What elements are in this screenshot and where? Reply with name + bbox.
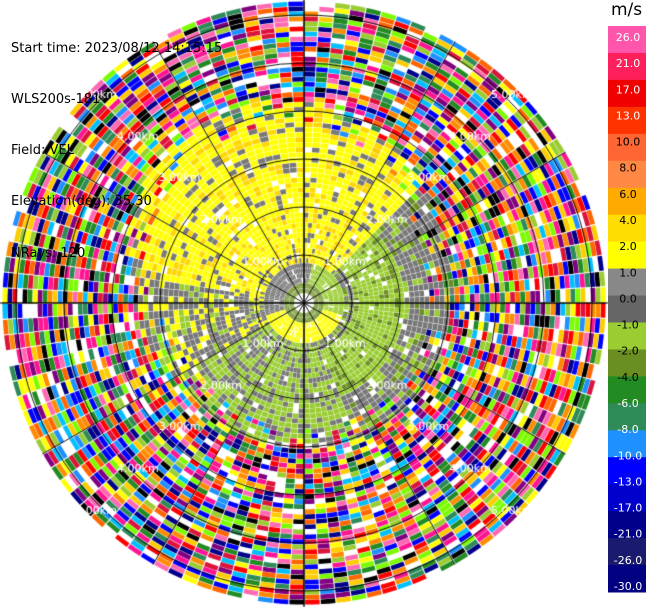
colorbar-swatch <box>608 133 646 162</box>
start-time-label: Start time: 2023/08/12 14:15:15 <box>11 41 223 56</box>
colorbar-tick-label: 2.0 <box>619 240 637 253</box>
colorbar-swatch <box>608 484 646 512</box>
instrument-label: WLS200s-181 <box>11 92 101 107</box>
field-label: Field: VEL <box>11 143 74 158</box>
colorbar-tick-label: -21.0 <box>614 528 642 541</box>
colorbar-swatch <box>608 430 646 458</box>
colorbar-swatch <box>608 106 646 135</box>
colorbar-swatch <box>608 214 646 243</box>
colorbar-svg: 26.0 21.0 17.0 13.0 10.0 8.0 6.0 4.0 2.0 1.0 0.0 -1… <box>608 26 646 593</box>
colorbar-unit: m/s <box>611 0 643 20</box>
colorbar-swatch <box>608 79 646 108</box>
colorbar-swatch <box>608 187 646 216</box>
colorbar-swatch <box>608 322 646 350</box>
colorbar-tick-label: 10.0 <box>616 136 641 149</box>
colorbar-tick-label: -4.0 <box>617 371 638 384</box>
nrays-label: NRays: 120 <box>11 246 86 261</box>
colorbar-tick-label: -2.0 <box>617 345 638 358</box>
colorbar-swatch <box>608 565 646 593</box>
colorbar-tick-label: 21.0 <box>616 57 641 70</box>
colorbar-tick-label: -8.0 <box>617 423 638 436</box>
colorbar-tick-label: 17.0 <box>616 83 641 96</box>
colorbar-tick-label: 13.0 <box>616 109 641 122</box>
colorbar-swatch <box>608 241 646 270</box>
colorbar-swatch <box>608 349 646 377</box>
colorbar-tick-label: -10.0 <box>614 449 642 462</box>
colorbar-swatch <box>608 538 646 566</box>
colorbar-tick-label: 1.0 <box>619 266 637 279</box>
colorbar-tick-label: -30.0 <box>614 580 642 593</box>
colorbar-swatch <box>608 26 646 54</box>
colorbar-tick-label: 8.0 <box>619 162 637 175</box>
colorbar-swatch <box>608 268 646 297</box>
colorbar-tick-label: -1.0 <box>617 319 638 332</box>
colorbar-tick-label: -6.0 <box>617 397 638 410</box>
colorbar-tick-label: 0.0 <box>619 292 637 305</box>
scan-info-panel: Start time: 2023/08/12 14:15:15 WLS200s-… <box>11 6 222 279</box>
colorbar-tick-label: 4.0 <box>619 214 637 227</box>
colorbar-tick-label: 6.0 <box>619 188 637 201</box>
velocity-colorbar: 26.0 21.0 17.0 13.0 10.0 8.0 6.0 4.0 2.0 1.0 0.0 -1… <box>608 24 646 597</box>
colorbar-swatch <box>608 160 646 189</box>
colorbar-tick-label: -17.0 <box>614 502 642 515</box>
colorbar-tick-label: -26.0 <box>614 554 642 567</box>
colorbar-swatch <box>608 511 646 539</box>
colorbar-swatch <box>608 403 646 431</box>
colorbar-swatch <box>608 295 646 323</box>
colorbar-swatch <box>608 376 646 404</box>
elevation-label: Elevation(deg): 35.30 <box>11 194 152 209</box>
colorbar-tick-label: -13.0 <box>614 475 642 488</box>
ppi-radar-plot <box>0 0 608 607</box>
colorbar-swatch <box>608 52 646 81</box>
colorbar-tick-label: 26.0 <box>616 31 641 44</box>
colorbar-swatch <box>608 457 646 485</box>
